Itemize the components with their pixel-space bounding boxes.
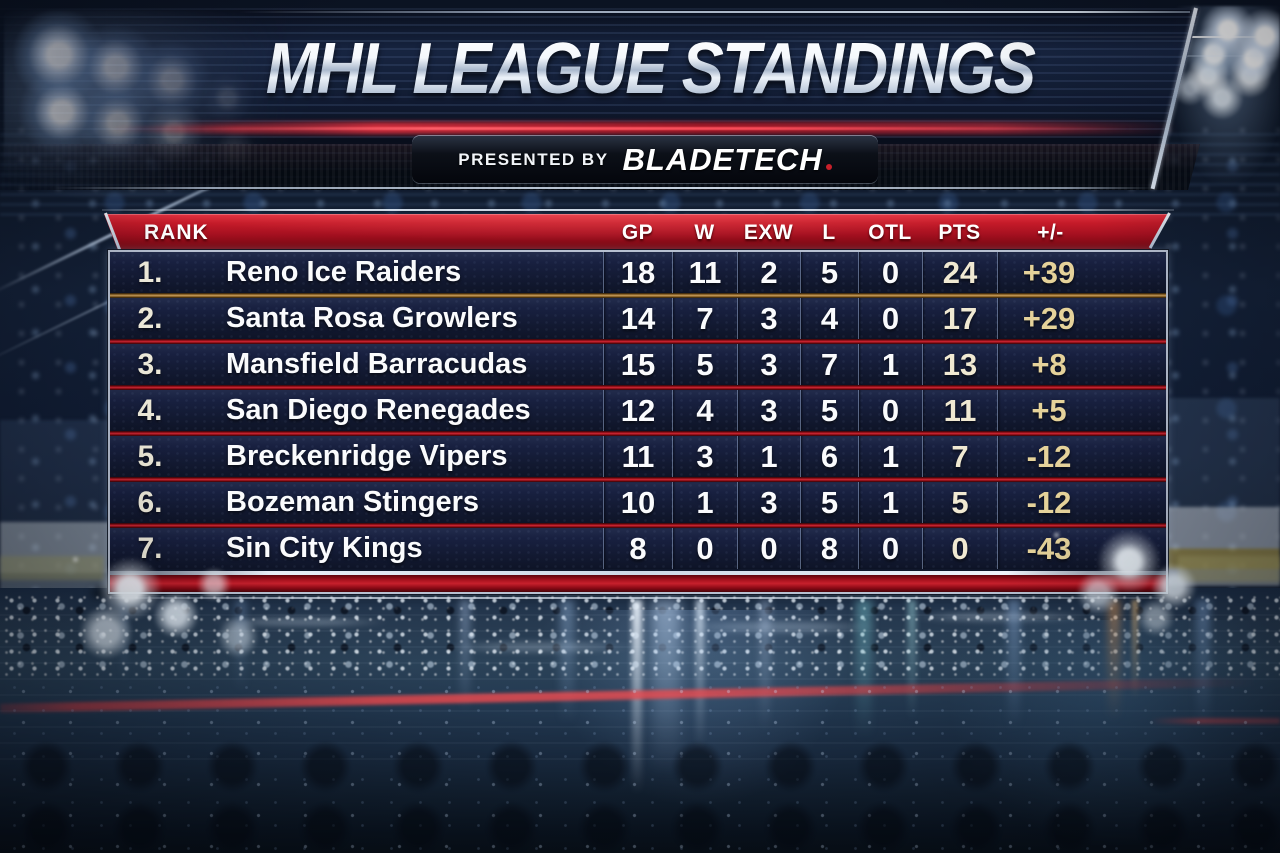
rank-cell: 4. — [137, 393, 163, 427]
gp-cell: 15 — [603, 344, 672, 385]
team-cell: Mansfield Barracudas — [226, 348, 528, 380]
table-row: 6. Bozeman Stingers 10 1 3 5 1 5 -12 — [110, 482, 1166, 523]
team-cell: San Diego Renegades — [226, 394, 531, 426]
pts-cell: 11 — [922, 390, 997, 431]
banner-top-hairline — [238, 11, 1190, 13]
header-top-hairline — [102, 209, 1174, 211]
gp-cell: 14 — [603, 298, 672, 339]
pts-cell: 17 — [922, 298, 997, 339]
table-header: RANK GP W EXW L OTL PTS +/- — [104, 214, 1170, 251]
w-cell: 11 — [672, 252, 737, 293]
gp-cell: 12 — [603, 390, 672, 431]
l-cell: 6 — [800, 436, 858, 477]
standings-table: 1. Reno Ice Raiders 18 11 2 5 0 24 +39 2… — [108, 250, 1168, 594]
otl-cell: 0 — [858, 252, 922, 293]
column-header-rank: RANK — [144, 220, 209, 244]
rank-cell: 6. — [137, 485, 163, 519]
rank-cell: 2. — [137, 301, 163, 335]
l-cell: 5 — [800, 252, 858, 293]
otl-cell: 1 — [858, 344, 922, 385]
l-cell: 5 — [800, 390, 858, 431]
gp-cell: 18 — [603, 252, 672, 293]
w-cell: 4 — [672, 390, 737, 431]
otl-cell: 0 — [858, 528, 922, 569]
exw-cell: 3 — [737, 298, 800, 339]
gp-cell: 11 — [603, 436, 672, 477]
column-header-pts: PTS — [938, 220, 981, 244]
otl-cell: 1 — [858, 482, 922, 523]
column-header-w: W — [694, 220, 715, 244]
ice-dark-patches — [0, 736, 1280, 853]
presented-by-bar: PRESENTED BY BLADETECH — [412, 136, 878, 183]
table-row: 4. San Diego Renegades 12 4 3 5 0 11 +5 — [110, 390, 1166, 431]
pts-cell: 0 — [922, 528, 997, 569]
table-header-grid: RANK GP W EXW L OTL PTS +/- — [104, 214, 1170, 251]
plusminus-cell: +8 — [997, 344, 1166, 385]
banner-underline — [55, 187, 1155, 189]
exw-cell: 3 — [737, 344, 800, 385]
otl-cell: 0 — [858, 390, 922, 431]
l-cell: 7 — [800, 344, 858, 385]
sponsor-brand: BLADETECH — [623, 142, 832, 178]
table-bottom-red-bar — [110, 575, 1166, 592]
column-header-exw: EXW — [743, 220, 794, 244]
l-cell: 5 — [800, 482, 858, 523]
page-title: MHL LEAGUE STANDINGS — [201, 31, 1099, 108]
column-header-gp: GP — [621, 220, 654, 244]
table-row: 2. Santa Rosa Growlers 14 7 3 4 0 17 +29 — [110, 298, 1166, 339]
pts-cell: 24 — [922, 252, 997, 293]
table-row: 5. Breckenridge Vipers 11 3 1 6 1 7 -12 — [110, 436, 1166, 477]
table-row: 7. Sin City Kings 8 0 0 8 0 0 -43 — [110, 528, 1166, 569]
exw-cell: 3 — [737, 482, 800, 523]
otl-cell: 1 — [858, 436, 922, 477]
plusminus-cell: -12 — [997, 482, 1166, 523]
ice-spray-left — [66, 552, 266, 667]
w-cell: 5 — [672, 344, 737, 385]
table-outer-underline — [112, 597, 1164, 599]
l-cell: 4 — [800, 298, 858, 339]
exw-cell: 2 — [737, 252, 800, 293]
column-header-l: L — [822, 220, 836, 244]
pts-cell: 5 — [922, 482, 997, 523]
w-cell: 0 — [672, 528, 737, 569]
column-header-otl: OTL — [868, 220, 912, 244]
w-cell: 3 — [672, 436, 737, 477]
team-cell: Santa Rosa Growlers — [226, 302, 518, 334]
exw-cell: 1 — [737, 436, 800, 477]
plusminus-cell: +39 — [997, 252, 1166, 293]
exw-cell: 0 — [737, 528, 800, 569]
table-row: 1. Reno Ice Raiders 18 11 2 5 0 24 +39 — [110, 252, 1166, 293]
otl-cell: 0 — [858, 298, 922, 339]
gp-cell: 8 — [603, 528, 672, 569]
column-header-plusminus: +/- — [1037, 220, 1064, 244]
rank-cell: 5. — [137, 439, 163, 473]
gp-cell: 10 — [603, 482, 672, 523]
plusminus-cell: -12 — [997, 436, 1166, 477]
presented-by-label: PRESENTED BY — [458, 149, 609, 169]
rank-cell: 3. — [137, 347, 163, 381]
banner-red-bleed — [110, 126, 320, 132]
pts-cell: 13 — [922, 344, 997, 385]
sponsor-brand-text: BLADETECH — [622, 141, 823, 177]
team-cell: Reno Ice Raiders — [226, 256, 462, 288]
team-cell: Bozeman Stingers — [226, 486, 479, 518]
ice-spray-right — [1048, 528, 1228, 640]
w-cell: 7 — [672, 298, 737, 339]
team-cell: Breckenridge Vipers — [226, 440, 508, 472]
pts-cell: 7 — [922, 436, 997, 477]
bladetech-dot-icon — [825, 163, 832, 170]
banner-red-glow-core — [200, 127, 1130, 130]
w-cell: 1 — [672, 482, 737, 523]
plusminus-cell: +5 — [997, 390, 1166, 431]
rank-cell: 1. — [137, 255, 163, 289]
plusminus-cell: +29 — [997, 298, 1166, 339]
table-row: 3. Mansfield Barracudas 15 5 3 7 1 13 +8 — [110, 344, 1166, 385]
l-cell: 8 — [800, 528, 858, 569]
exw-cell: 3 — [737, 390, 800, 431]
